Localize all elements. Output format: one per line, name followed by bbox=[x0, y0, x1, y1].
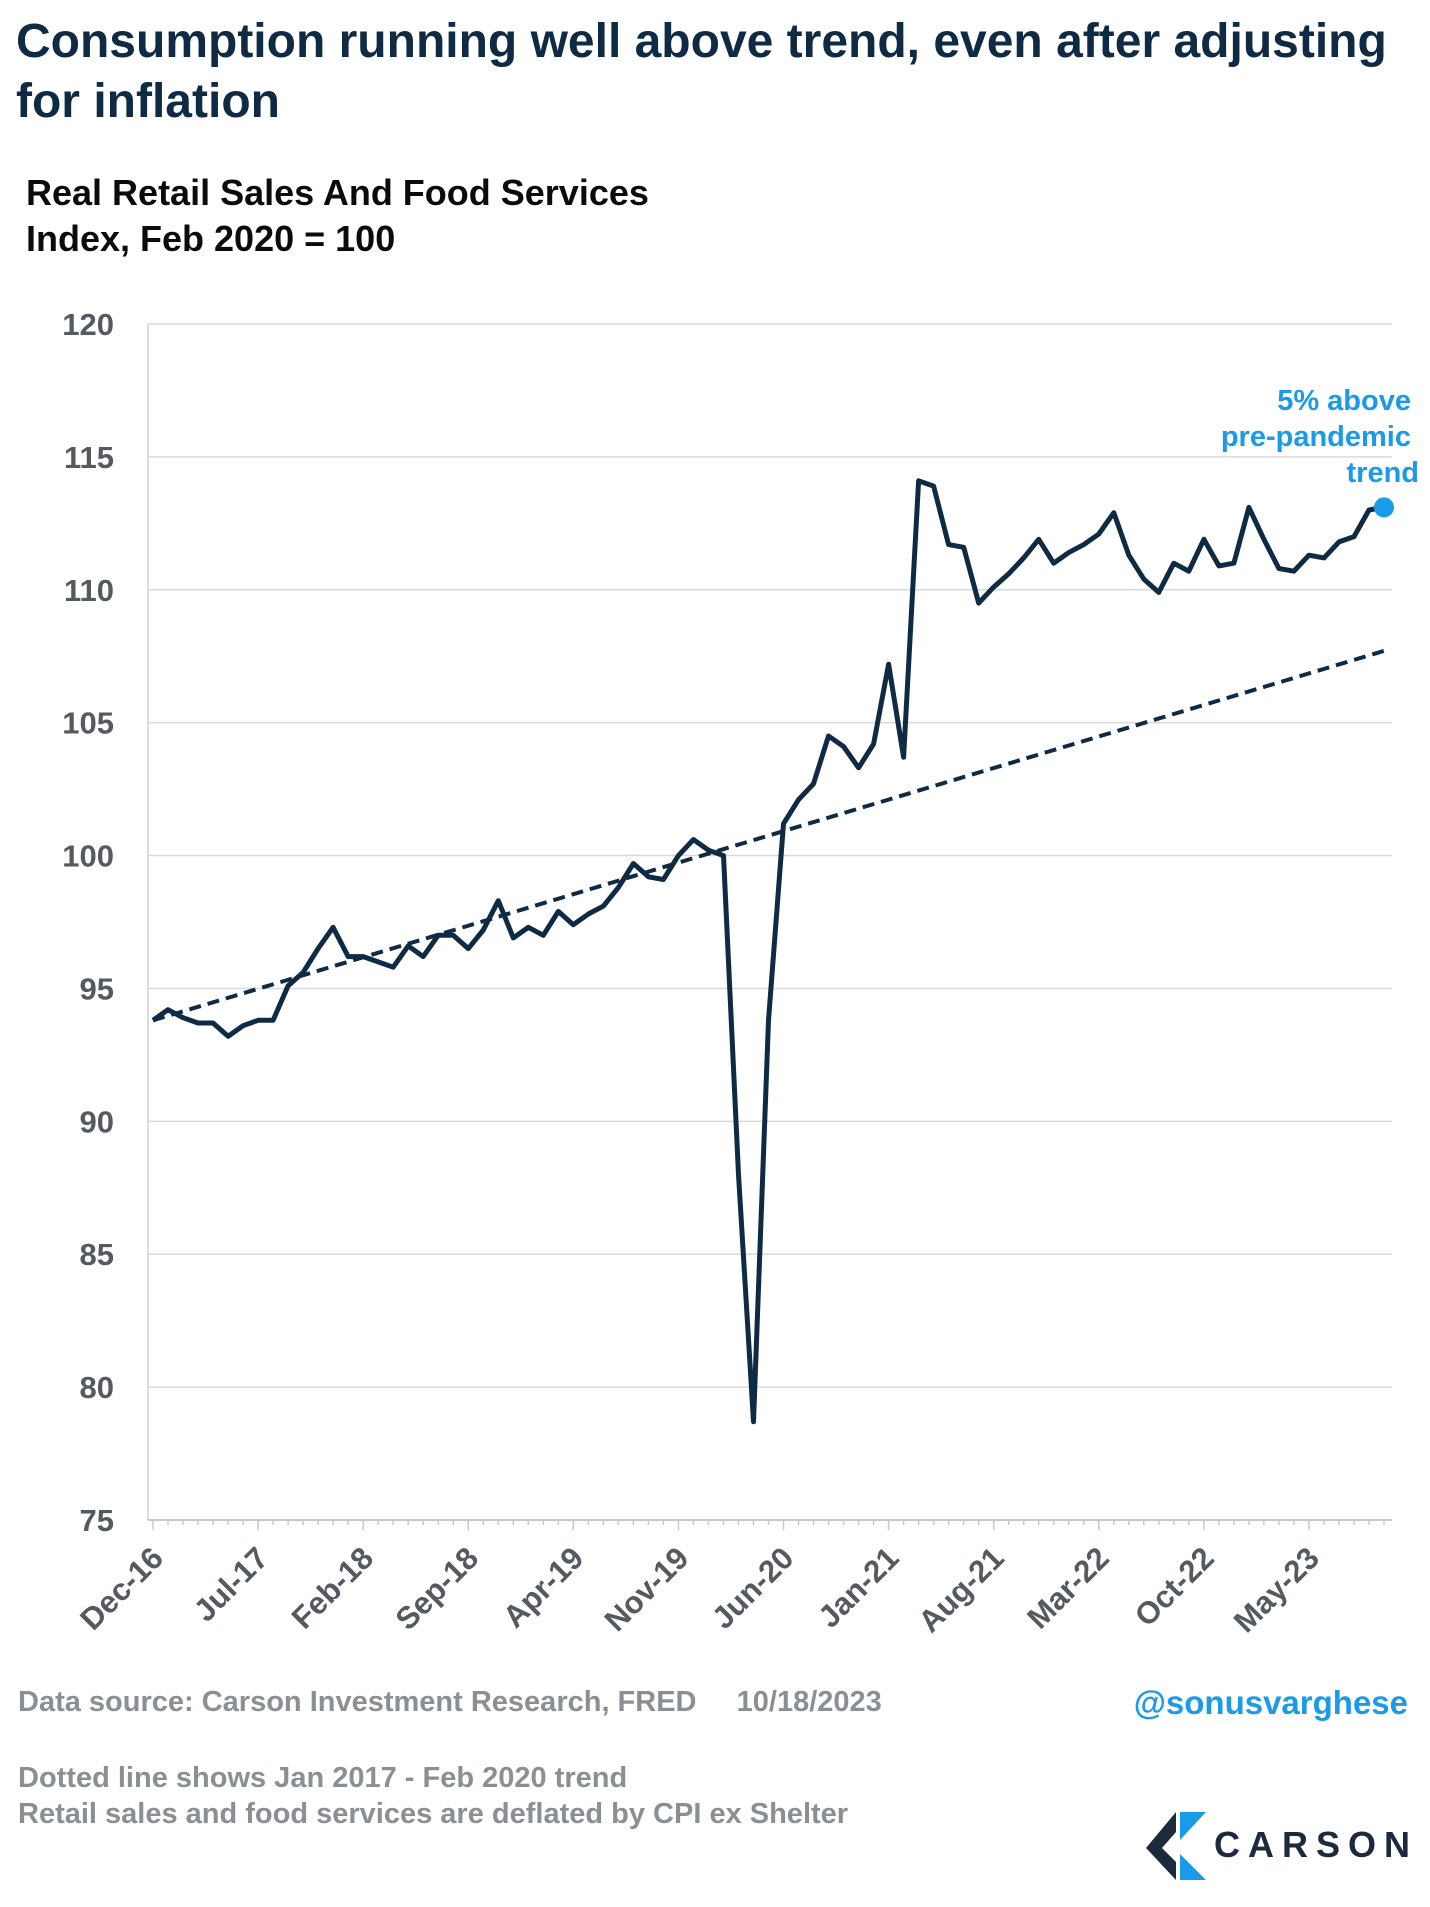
annotation-line: pre-pandemic bbox=[1221, 421, 1411, 453]
footer-source: Data source: Carson Investment Research,… bbox=[18, 1686, 882, 1719]
source-text: Data source: Carson Investment Research,… bbox=[18, 1686, 697, 1718]
chart-subtitle-block: Real Retail Sales And Food Services Inde… bbox=[26, 170, 649, 262]
carson-logo: CARSON bbox=[1140, 1808, 1420, 1884]
x-tick-label: Feb-18 bbox=[285, 1540, 380, 1635]
y-tick-label: 105 bbox=[62, 706, 114, 741]
x-tick-label: Jan-21 bbox=[811, 1540, 905, 1634]
x-tick-label: Jul-17 bbox=[187, 1540, 275, 1628]
annotation-group: 5% above pre-pandemic trend bbox=[1221, 385, 1419, 489]
line-chart: 75 80 85 90 95 100 105 110 115 120 Dec-16 Jul-17 Fe… bbox=[62, 307, 1419, 1639]
x-tick-label: May-23 bbox=[1227, 1540, 1326, 1639]
y-axis: 75 80 85 90 95 100 105 110 115 120 bbox=[62, 307, 149, 1538]
x-tick-label: Apr-19 bbox=[496, 1540, 590, 1634]
footer-note-1: Dotted line shows Jan 2017 - Feb 2020 tr… bbox=[18, 1762, 628, 1794]
date-text: 10/18/2023 bbox=[736, 1686, 882, 1718]
series-group bbox=[151, 478, 1394, 1425]
annotation-line: 5% above bbox=[1277, 385, 1411, 417]
page-title: Consumption running well above trend, ev… bbox=[16, 15, 1387, 128]
y-tick-label: 85 bbox=[80, 1237, 114, 1272]
x-tick-label: Dec-16 bbox=[73, 1540, 170, 1637]
y-tick-label: 115 bbox=[64, 440, 114, 475]
y-tick-label: 120 bbox=[62, 307, 114, 342]
x-tick-label: Nov-19 bbox=[598, 1540, 696, 1638]
x-axis: Dec-16 Jul-17 Feb-18 Sep-18 Apr-19 Nov-19 Jun-… bbox=[73, 1519, 1392, 1639]
chart-title: Real Retail Sales And Food Services bbox=[26, 172, 649, 213]
y-tick-label: 90 bbox=[80, 1104, 114, 1139]
logo-text: CARSON bbox=[1214, 1824, 1419, 1865]
x-tick-label: Sep-18 bbox=[389, 1540, 486, 1637]
trend-line bbox=[152, 648, 1385, 1023]
author-handle[interactable]: @sonusvarghese bbox=[1133, 1684, 1408, 1721]
annotation-line: trend bbox=[1347, 457, 1420, 489]
y-tick-label: 110 bbox=[64, 573, 114, 608]
y-tick-label: 75 bbox=[80, 1503, 114, 1538]
y-tick-label: 95 bbox=[80, 971, 114, 1006]
gridlines bbox=[148, 323, 1392, 1388]
y-tick-label: 100 bbox=[62, 839, 114, 874]
x-tick-label: Oct-22 bbox=[1128, 1540, 1221, 1633]
endpoint-dot bbox=[1374, 497, 1394, 518]
carson-logo-mark-icon bbox=[1146, 1812, 1206, 1880]
sales-line bbox=[151, 478, 1385, 1425]
x-tick-label: Jun-20 bbox=[705, 1540, 800, 1635]
x-tick-label: Mar-22 bbox=[1020, 1540, 1115, 1635]
chart-subtitle: Index, Feb 2020 = 100 bbox=[26, 218, 396, 259]
x-tick-label: Aug-21 bbox=[912, 1540, 1011, 1639]
footer-note-2: Retail sales and food services are defla… bbox=[18, 1798, 849, 1830]
y-tick-label: 80 bbox=[80, 1370, 114, 1405]
